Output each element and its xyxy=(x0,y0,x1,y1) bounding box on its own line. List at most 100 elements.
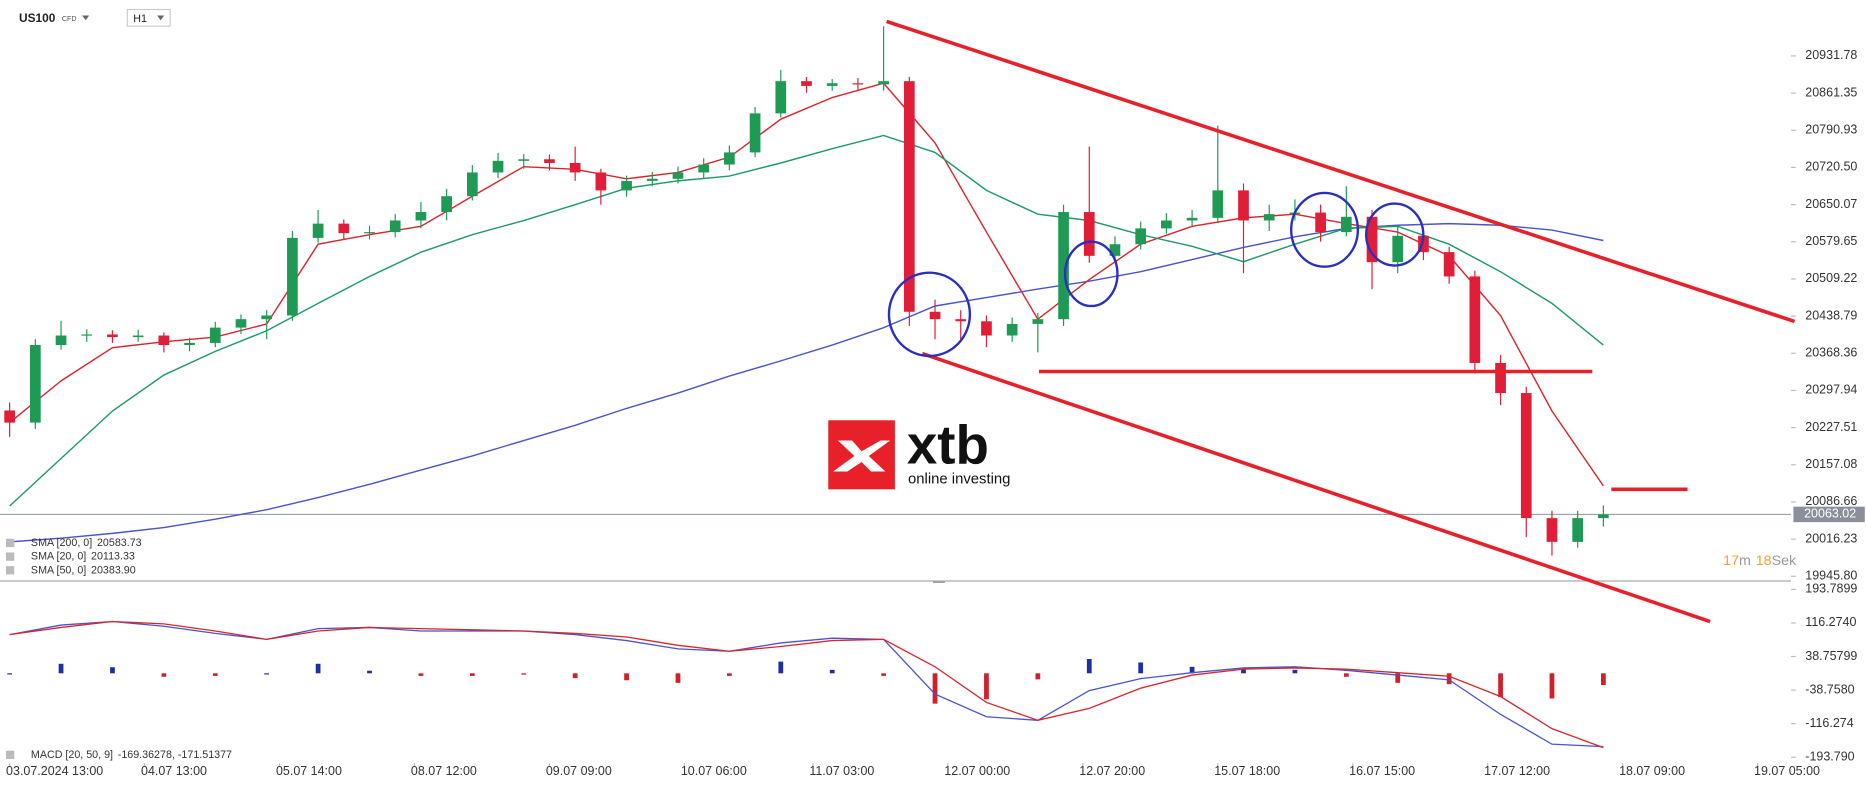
legend-name: SMA [50, 0] xyxy=(31,564,86,576)
candle-body xyxy=(775,81,787,114)
x-tick-label: 19.07 05:00 xyxy=(1754,764,1820,778)
candle-body xyxy=(1443,252,1455,277)
moving-average xyxy=(9,222,1604,543)
candle-body xyxy=(955,319,967,322)
candle-body xyxy=(132,335,144,338)
candle-body xyxy=(1109,244,1121,256)
symbol[interactable]: US100 xyxy=(19,11,56,25)
timeframe-dropdown[interactable] xyxy=(157,15,165,21)
y-tick-label: 20579.65 xyxy=(1805,234,1857,248)
legend-entry: SMA [200, 0] 20583.73 xyxy=(31,537,142,549)
candle-body xyxy=(441,196,452,213)
annotations xyxy=(886,19,1796,624)
candle-body xyxy=(1083,212,1095,256)
candle-body xyxy=(852,83,864,85)
y-tick-label: 20016.23 xyxy=(1805,531,1857,545)
y-tick-label: 20368.36 xyxy=(1805,346,1857,360)
candle-body xyxy=(672,172,684,179)
candle-body xyxy=(29,345,41,423)
x-tick-label: 09.07 09:00 xyxy=(546,764,612,778)
highlight-circle xyxy=(1290,191,1360,268)
symbol-kind: CFD xyxy=(62,15,77,23)
legend-icon xyxy=(5,566,15,575)
candle-body xyxy=(1315,212,1326,233)
histogram-bar xyxy=(469,673,475,676)
logo-x xyxy=(833,440,891,472)
current-price-box xyxy=(1793,506,1865,523)
x-tick-label: 12.07 20:00 xyxy=(1079,764,1145,778)
candle-body xyxy=(878,81,889,85)
y-tick-label: 20438.79 xyxy=(1805,308,1857,322)
moving-average xyxy=(9,134,1604,507)
candle-body xyxy=(724,152,735,165)
y-tick-label: 38.75799 xyxy=(1805,649,1857,663)
histogram-bar xyxy=(1086,659,1092,674)
candle-body xyxy=(698,164,710,173)
histogram-bar xyxy=(58,663,64,674)
y-tick-label: 193.7899 xyxy=(1805,582,1857,596)
legend-icon xyxy=(5,552,15,561)
histogram-bar xyxy=(1343,673,1349,677)
candle-body xyxy=(1340,216,1352,233)
candle-body xyxy=(1058,212,1069,320)
candle-body xyxy=(1546,518,1558,542)
y-tick-label: -193.790 xyxy=(1805,750,1854,764)
candle-body xyxy=(1032,319,1044,324)
candle-body xyxy=(415,212,427,221)
candle-body xyxy=(1238,190,1249,221)
y-tick-label: 20086.66 xyxy=(1805,494,1857,508)
symbol-dropdown[interactable] xyxy=(82,15,90,21)
candle-body xyxy=(81,334,93,336)
candle-body xyxy=(184,342,195,346)
highlight-circle xyxy=(1364,202,1425,267)
candle-body xyxy=(544,159,555,163)
x-tick-label: 10.07 06:00 xyxy=(681,764,747,778)
histogram-bar xyxy=(1035,673,1041,680)
x-tick-label: 18.07 09:00 xyxy=(1619,764,1685,778)
countdown-minutes: 17 xyxy=(1723,553,1739,569)
candle-body xyxy=(646,178,658,181)
candle-body xyxy=(826,83,838,86)
candle-body xyxy=(749,113,761,153)
candle-body xyxy=(981,321,992,336)
candle-body xyxy=(338,223,350,234)
y-tick-label: 20650.07 xyxy=(1805,197,1857,211)
y-tick-label: 20790.93 xyxy=(1805,123,1857,137)
candle-body xyxy=(569,162,581,173)
x-tick-label: 03.07.2024 13:00 xyxy=(6,764,103,778)
legend-icon xyxy=(5,750,15,760)
y-tick-label: 116.2740 xyxy=(1805,615,1856,629)
timeframe[interactable]: H1 xyxy=(133,13,147,25)
histogram-bar xyxy=(264,673,270,675)
countdown-minutes-unit: m xyxy=(1739,553,1751,569)
logo-tagline: online investing xyxy=(908,472,1010,488)
legend-entry: SMA [50, 0] 20383.90 xyxy=(31,564,136,576)
candle-body xyxy=(1598,514,1609,519)
x-tick-label: 05.07 14:00 xyxy=(276,764,342,778)
candle-body xyxy=(492,160,504,173)
trend-line-upper xyxy=(886,19,1796,324)
candle-body xyxy=(55,335,67,346)
candle-body xyxy=(4,410,15,423)
timeframe-box[interactable] xyxy=(126,8,171,27)
moving-average xyxy=(9,82,1604,487)
candle-body xyxy=(595,172,607,191)
x-tick-label: 16.07 15:00 xyxy=(1349,764,1415,778)
candle-body xyxy=(1186,217,1198,221)
candle-countdown: 17m 18Sek xyxy=(1723,553,1797,569)
histogram-bar xyxy=(932,673,938,704)
legend-value: 20113.33 xyxy=(91,550,135,562)
legend-icon xyxy=(5,538,15,548)
x-tick-label: 11.07 03:00 xyxy=(809,764,874,778)
candle-body xyxy=(1366,216,1378,263)
x-tick-label: 17.07 12:00 xyxy=(1484,764,1550,778)
candle-body xyxy=(1520,393,1532,519)
logo-name: xtb xyxy=(907,413,989,475)
legend-name: SMA [200, 0] xyxy=(31,537,92,549)
histogram-bar xyxy=(1600,673,1606,686)
legend-value: 20583.73 xyxy=(97,537,142,549)
histogram-bar xyxy=(7,673,13,675)
histogram-bar xyxy=(624,673,629,681)
